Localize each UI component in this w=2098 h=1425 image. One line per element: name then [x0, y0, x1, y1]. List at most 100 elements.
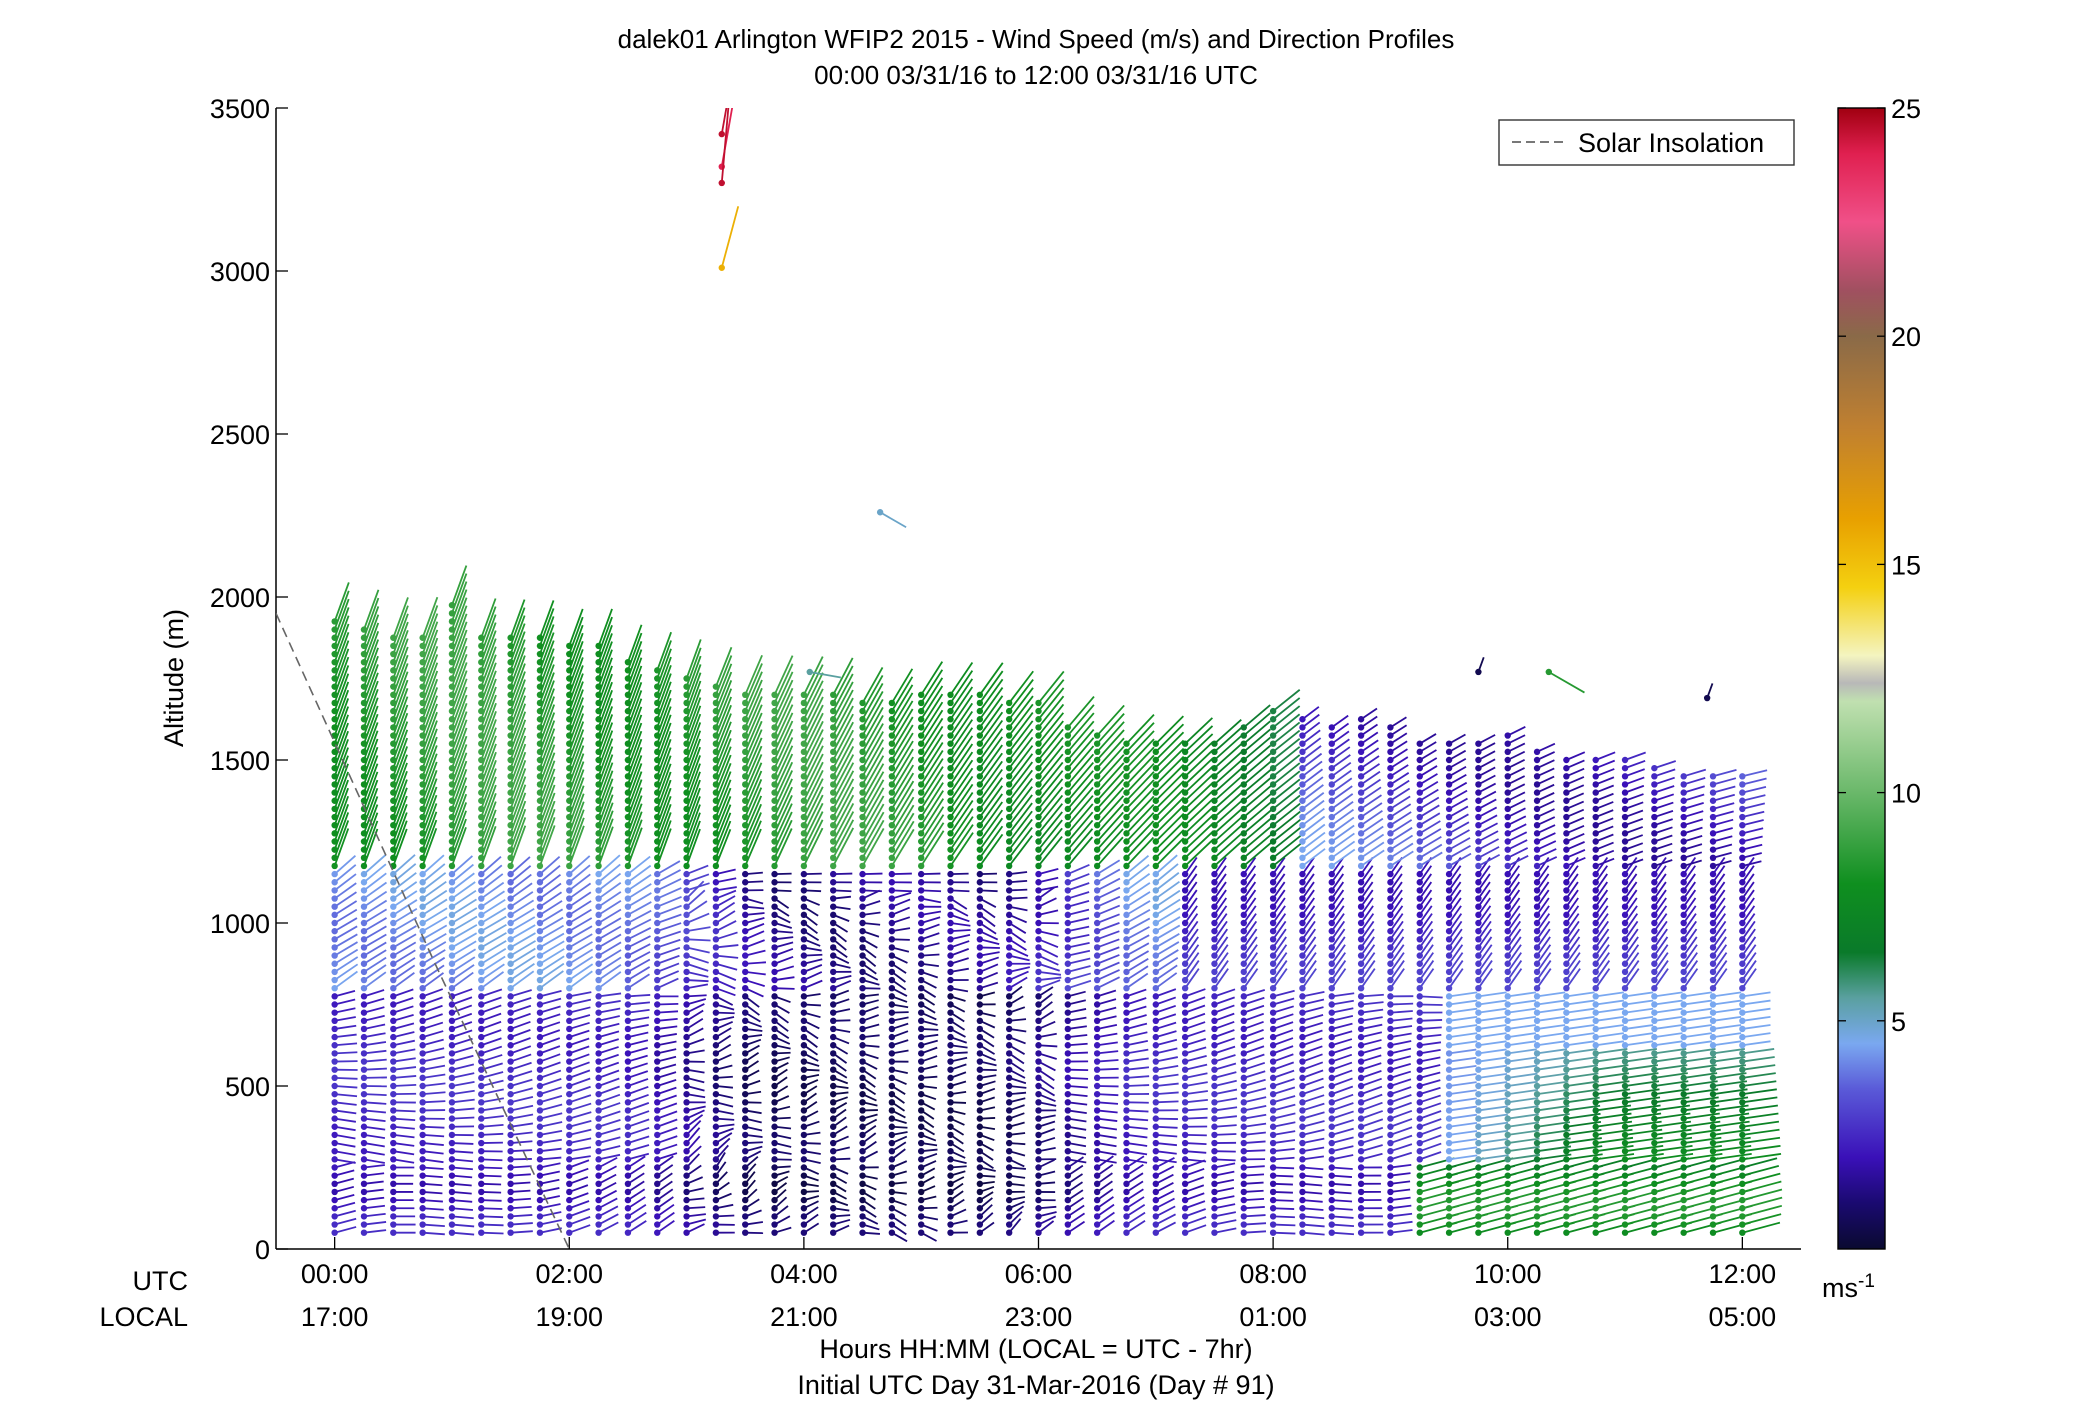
wind-barb [1328, 1221, 1355, 1228]
wind-barb [1211, 1203, 1236, 1212]
wind-barb [390, 933, 417, 951]
wind-barb [683, 993, 707, 1000]
wind-barb [1592, 1032, 1624, 1041]
wind-barb [947, 1080, 967, 1090]
wind-barb [1299, 1155, 1324, 1163]
wind-barb [478, 1054, 503, 1065]
wind-barb [1064, 933, 1090, 943]
wind-barb [1563, 999, 1595, 1008]
wind-barb [1416, 1025, 1442, 1033]
wind-barb [1709, 777, 1737, 788]
wind-barb [360, 925, 387, 943]
wind-barb [1651, 842, 1673, 853]
wind-barb [654, 631, 672, 674]
wind-barb [566, 1137, 592, 1147]
wind-barb [1328, 1030, 1353, 1041]
wind-barb [595, 1007, 621, 1016]
wind-barb [683, 1038, 705, 1049]
wind-barb [654, 1063, 677, 1073]
wind-barb [1035, 867, 1059, 878]
wind-barb [1416, 1017, 1443, 1024]
wind-barb [1299, 1137, 1325, 1147]
wind-barb [360, 1180, 384, 1188]
wind-barb [1064, 1123, 1087, 1131]
wind-barb [448, 855, 474, 878]
wind-barb [448, 872, 475, 894]
wind-barb [1680, 843, 1703, 853]
wind-barb [1035, 1114, 1056, 1122]
wind-barb [1123, 1014, 1147, 1024]
y-tick: 1500 [210, 746, 288, 776]
wind-barb [566, 1029, 590, 1041]
wind-barb [1387, 1055, 1412, 1065]
wind-barb [947, 887, 970, 894]
wind-barb [448, 1172, 473, 1179]
y-tick-label: 2500 [210, 420, 270, 450]
wind-barb [771, 1115, 791, 1122]
wind-barb [624, 1008, 650, 1016]
wind-barb [1240, 1213, 1266, 1220]
wind-barb [1445, 1007, 1478, 1016]
wind-barb [360, 941, 387, 959]
wind-barb [1592, 999, 1624, 1008]
wind-barb [448, 1098, 475, 1106]
wind-barb [507, 1078, 533, 1090]
wind-barb-isolated [806, 668, 842, 679]
wind-barb [331, 1209, 356, 1220]
wind-barb [771, 879, 792, 886]
wind-barb [448, 1188, 472, 1196]
wind-barb [1123, 1107, 1149, 1114]
wind-barb [1504, 1056, 1538, 1065]
wind-barb [1357, 1221, 1384, 1228]
wind-barb [1416, 993, 1443, 1000]
wind-barb [1240, 1087, 1267, 1098]
wind-barb [1269, 1147, 1295, 1155]
wind-barb [1416, 1041, 1442, 1049]
wind-barb [448, 964, 475, 984]
wind-barb [1709, 1007, 1742, 1016]
wind-barb [360, 1123, 386, 1131]
wind-barb [1093, 1148, 1117, 1156]
wind-barb [1475, 1064, 1507, 1073]
wind-barb [390, 988, 414, 1000]
wind-barb [419, 972, 445, 992]
wind-barb [1299, 1196, 1323, 1204]
wind-barb [1328, 1213, 1354, 1220]
wind-barb [1269, 1095, 1296, 1106]
wind-barb [1123, 1031, 1148, 1041]
wind-barb [595, 1127, 621, 1139]
wind-barb [1181, 1090, 1208, 1098]
wind-barb [1093, 1015, 1117, 1024]
wind-barb [566, 1224, 591, 1236]
wind-barb [976, 1087, 996, 1098]
wind-barb [771, 1095, 790, 1106]
wind-barb [1445, 1064, 1477, 1073]
wind-barb [1123, 714, 1155, 747]
wind-barb [1445, 1138, 1478, 1147]
wind-barb [1211, 815, 1244, 845]
wind-barb [1035, 1128, 1055, 1139]
wind-barb [947, 1090, 967, 1098]
wind-barb [1709, 835, 1733, 845]
wind-barb [331, 1058, 358, 1065]
wind-barb [507, 1172, 531, 1179]
wind-barb [1005, 1025, 1027, 1033]
wind-barb [390, 881, 418, 902]
wind-barb [507, 940, 536, 959]
wind-barb [536, 1187, 560, 1196]
wind-barb [478, 1045, 503, 1057]
wind-barb [742, 1209, 762, 1220]
wind-barb [947, 870, 969, 878]
wind-barb [654, 1033, 677, 1041]
x-tick-label-local: 05:00 [1709, 1302, 1777, 1332]
wind-barb [683, 976, 709, 984]
wind-barb [360, 989, 385, 1000]
wind-barb [478, 1097, 505, 1106]
wind-barb [976, 879, 998, 886]
wind-barb [1064, 949, 1091, 959]
wind-barb [1181, 1063, 1208, 1073]
wind-barb [331, 1074, 358, 1082]
wind-barb [448, 1156, 474, 1163]
wind-barb [536, 916, 564, 935]
wind-barb [478, 1188, 502, 1196]
